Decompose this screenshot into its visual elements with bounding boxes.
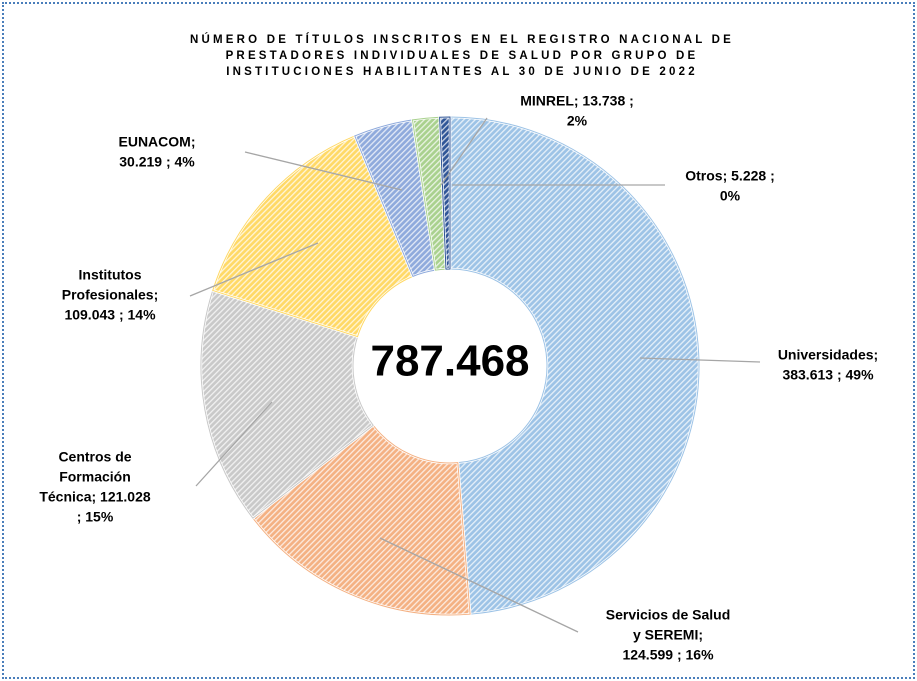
chart-title: NÚMERO DE TÍTULOS INSCRITOS EN EL REGIST… bbox=[190, 33, 734, 46]
leader-line bbox=[379, 537, 579, 633]
chart-title: PRESTADORES INDIVIDUALES DE SALUD POR GR… bbox=[226, 50, 699, 62]
data-label: Institutos bbox=[79, 267, 142, 283]
slice-outline bbox=[449, 116, 700, 615]
slice-outline bbox=[439, 116, 451, 270]
leader-line bbox=[189, 242, 319, 297]
data-label: ; 15% bbox=[77, 509, 114, 525]
data-label: Profesionales; bbox=[62, 287, 158, 303]
leader-line bbox=[440, 117, 488, 186]
chart-title: INSTITUCIONES HABILITANTES AL 30 DE JUNI… bbox=[226, 66, 698, 78]
leader-line bbox=[195, 401, 273, 487]
data-label: 124.599 ; 16% bbox=[622, 647, 714, 663]
data-label: 30.219 ; 4% bbox=[119, 154, 195, 170]
slice-outline bbox=[200, 289, 374, 519]
data-label: 2% bbox=[567, 113, 588, 129]
data-label: Servicios de Salud bbox=[606, 607, 731, 623]
data-label: Centros de bbox=[58, 449, 131, 465]
data-label: MINREL; 13.738 ; bbox=[520, 93, 634, 109]
data-label: Universidades; bbox=[778, 347, 878, 363]
slice-outline bbox=[212, 135, 414, 338]
data-label: 383.613 ; 49% bbox=[782, 367, 874, 383]
total-label: 787.468 bbox=[370, 337, 529, 386]
leader-line bbox=[244, 151, 403, 191]
data-label: y SEREMI; bbox=[633, 627, 703, 643]
data-label: Técnica; 121.028 bbox=[39, 489, 151, 505]
data-label: 109.043 ; 14% bbox=[64, 307, 156, 323]
data-label: Formación bbox=[59, 469, 131, 485]
data-label: 0% bbox=[720, 188, 741, 204]
data-label: Otros; 5.228 ; bbox=[685, 168, 774, 184]
data-label: EUNACOM; bbox=[119, 134, 196, 150]
slice-outline bbox=[252, 424, 471, 616]
leader-line bbox=[639, 357, 761, 363]
